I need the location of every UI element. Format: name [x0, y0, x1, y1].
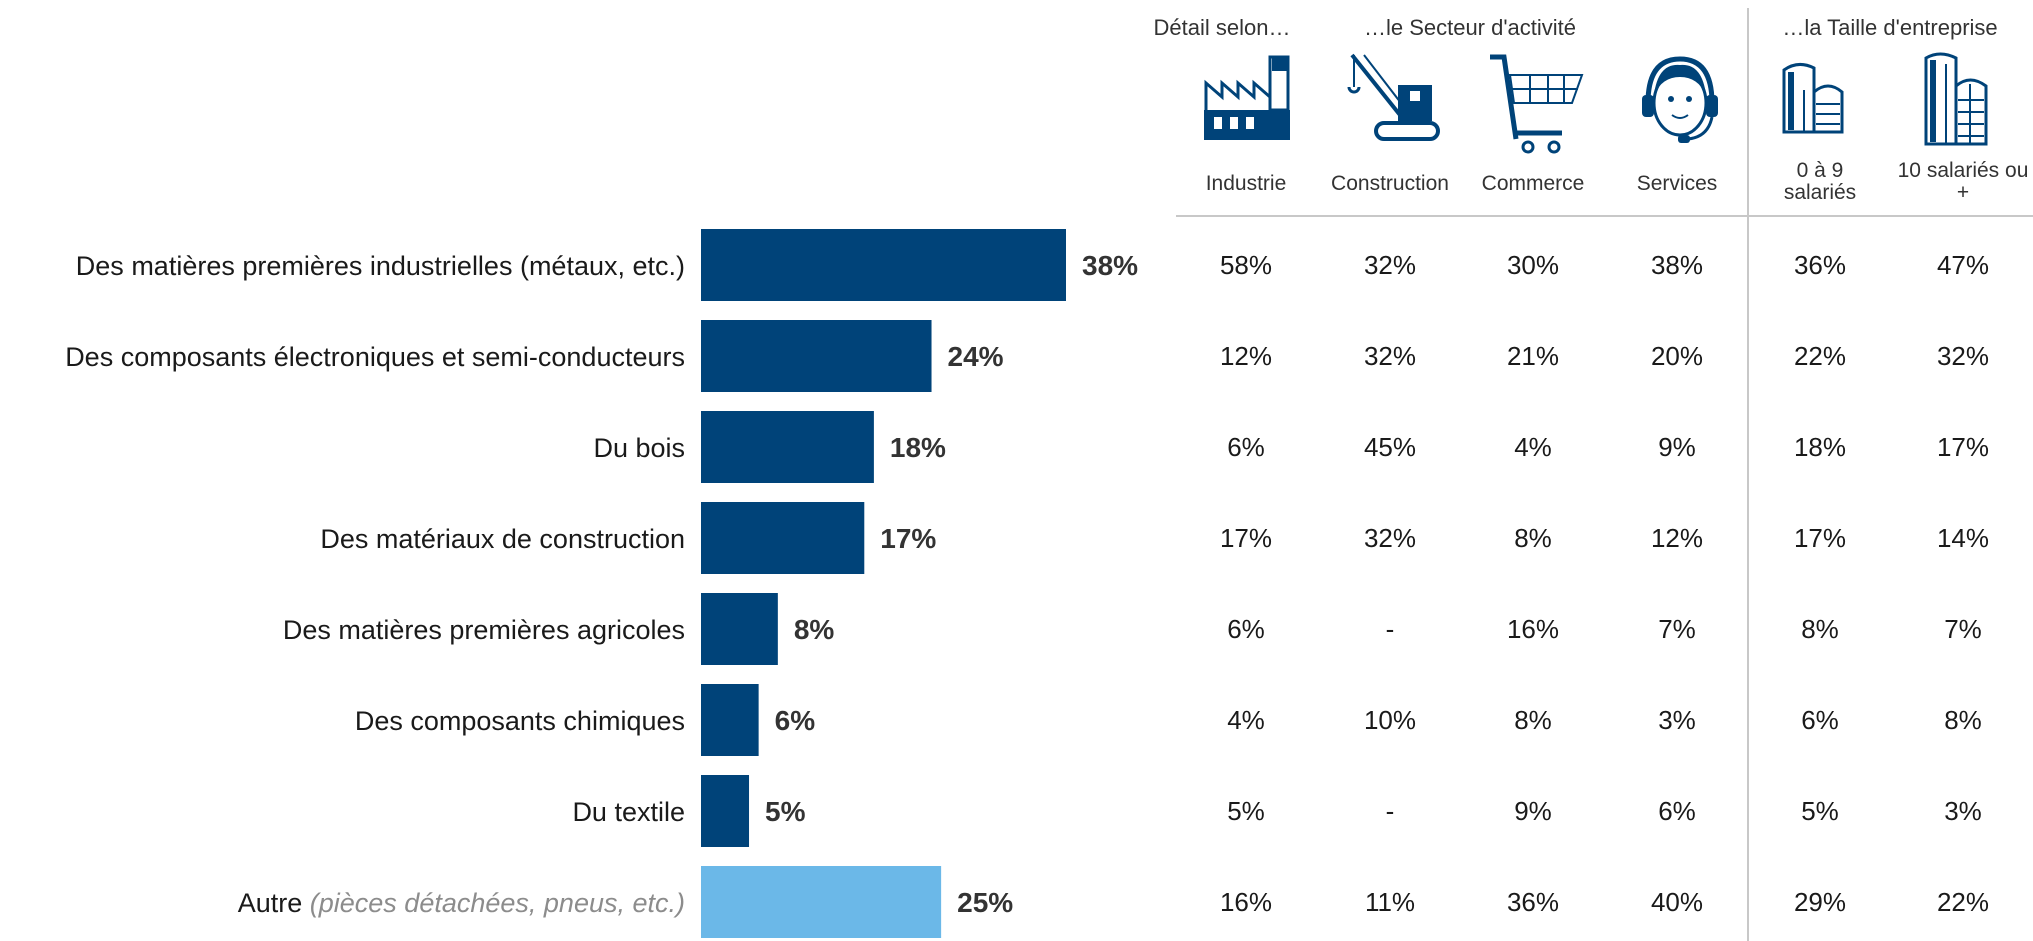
small-building-icon [1782, 63, 1844, 134]
table-cell: 16% [1220, 887, 1272, 917]
table-cell: 6% [1658, 796, 1696, 826]
table-cell: 8% [1514, 705, 1552, 735]
bar [701, 775, 750, 847]
value-label: 5% [765, 796, 806, 827]
table-cell: 8% [1801, 614, 1839, 644]
group-label: …le Secteur d'activité [1364, 15, 1576, 40]
table-cell: 45% [1364, 432, 1416, 462]
value-label: 25% [957, 887, 1013, 918]
bar [701, 684, 759, 756]
table-cell: 17% [1794, 523, 1846, 553]
table-cell: 36% [1794, 250, 1846, 280]
column-header: salariés [1784, 181, 1856, 204]
table-cell: 3% [1658, 705, 1696, 735]
table-cell: 32% [1937, 341, 1989, 371]
category-label: Des composants chimiques [355, 706, 685, 736]
table-cell: 12% [1220, 341, 1272, 371]
table-cell: 9% [1658, 432, 1696, 462]
table-cell: 14% [1937, 523, 1989, 553]
category-label: Des composants électroniques et semi-con… [65, 342, 685, 372]
value-label: 18% [890, 432, 946, 463]
shopping-cart-icon [1490, 54, 1584, 154]
bar [701, 502, 865, 574]
table-cell: 4% [1227, 705, 1265, 735]
table-cell: 10% [1364, 705, 1416, 735]
bar [701, 229, 1066, 301]
table-cell: 8% [1514, 523, 1552, 553]
group-label: …la Taille d'entreprise [1782, 15, 1997, 40]
category-label: Des matériaux de construction [320, 524, 685, 554]
table-cell: 6% [1801, 705, 1839, 735]
table-cell: 21% [1507, 341, 1559, 371]
column-header: 10 salariés ou [1898, 159, 2029, 182]
table-cell: 7% [1658, 614, 1696, 644]
value-label: 6% [775, 705, 816, 736]
table-cell: 5% [1801, 796, 1839, 826]
table-cell: 22% [1794, 341, 1846, 371]
value-label: 17% [880, 523, 936, 554]
value-label: 38% [1082, 250, 1138, 281]
table-cell: 36% [1507, 887, 1559, 917]
table-cell: 29% [1794, 887, 1846, 917]
category-label: Autre (pièces détachées, pneus, etc.) [238, 888, 685, 918]
table-cell: 12% [1651, 523, 1703, 553]
table-cell: 32% [1364, 523, 1416, 553]
crane-icon [1347, 53, 1440, 141]
column-header: Construction [1331, 172, 1449, 195]
table-cell: 16% [1507, 614, 1559, 644]
bar [701, 411, 874, 483]
bar [701, 866, 942, 938]
group-label: Détail selon… [1154, 15, 1291, 40]
large-building-icon [1924, 52, 1988, 146]
table-cell: 17% [1937, 432, 1989, 462]
column-header: Commerce [1482, 172, 1585, 195]
table-cell: 8% [1944, 705, 1982, 735]
table-cell: 17% [1220, 523, 1272, 553]
headset-operator-icon [1642, 56, 1718, 143]
value-label: 24% [948, 341, 1004, 372]
table-cell: 7% [1944, 614, 1982, 644]
table-cell: 11% [1365, 887, 1415, 917]
table-cell: 6% [1227, 614, 1265, 644]
table-cell: 32% [1364, 250, 1416, 280]
table-cell: 30% [1507, 250, 1559, 280]
bar [701, 320, 932, 392]
table-cell: 4% [1514, 432, 1552, 462]
table-cell: 5% [1227, 796, 1265, 826]
table-cell: 32% [1364, 341, 1416, 371]
factory-icon [1204, 55, 1290, 140]
table-cell: 58% [1220, 250, 1272, 280]
table-cell: 40% [1651, 887, 1703, 917]
table-cell: 20% [1651, 341, 1703, 371]
table-cell: - [1386, 614, 1395, 644]
value-label: 8% [794, 614, 835, 645]
category-label: Du textile [572, 797, 685, 827]
category-label: Des matières premières industrielles (mé… [76, 251, 685, 281]
table-cell: 47% [1937, 250, 1989, 280]
column-header: 0 à 9 [1797, 159, 1844, 182]
column-header: Industrie [1206, 172, 1287, 195]
column-header: Services [1637, 172, 1718, 195]
table-cell: 6% [1227, 432, 1265, 462]
table-cell: 3% [1944, 796, 1982, 826]
table-cell: 18% [1794, 432, 1846, 462]
table-cell: 9% [1514, 796, 1552, 826]
table-cell: - [1386, 796, 1395, 826]
category-label: Du bois [593, 433, 685, 463]
category-label: Des matières premières agricoles [283, 615, 685, 645]
table-cell: 22% [1937, 887, 1989, 917]
column-header: + [1957, 181, 1969, 204]
bar [701, 593, 778, 665]
table-cell: 38% [1651, 250, 1703, 280]
